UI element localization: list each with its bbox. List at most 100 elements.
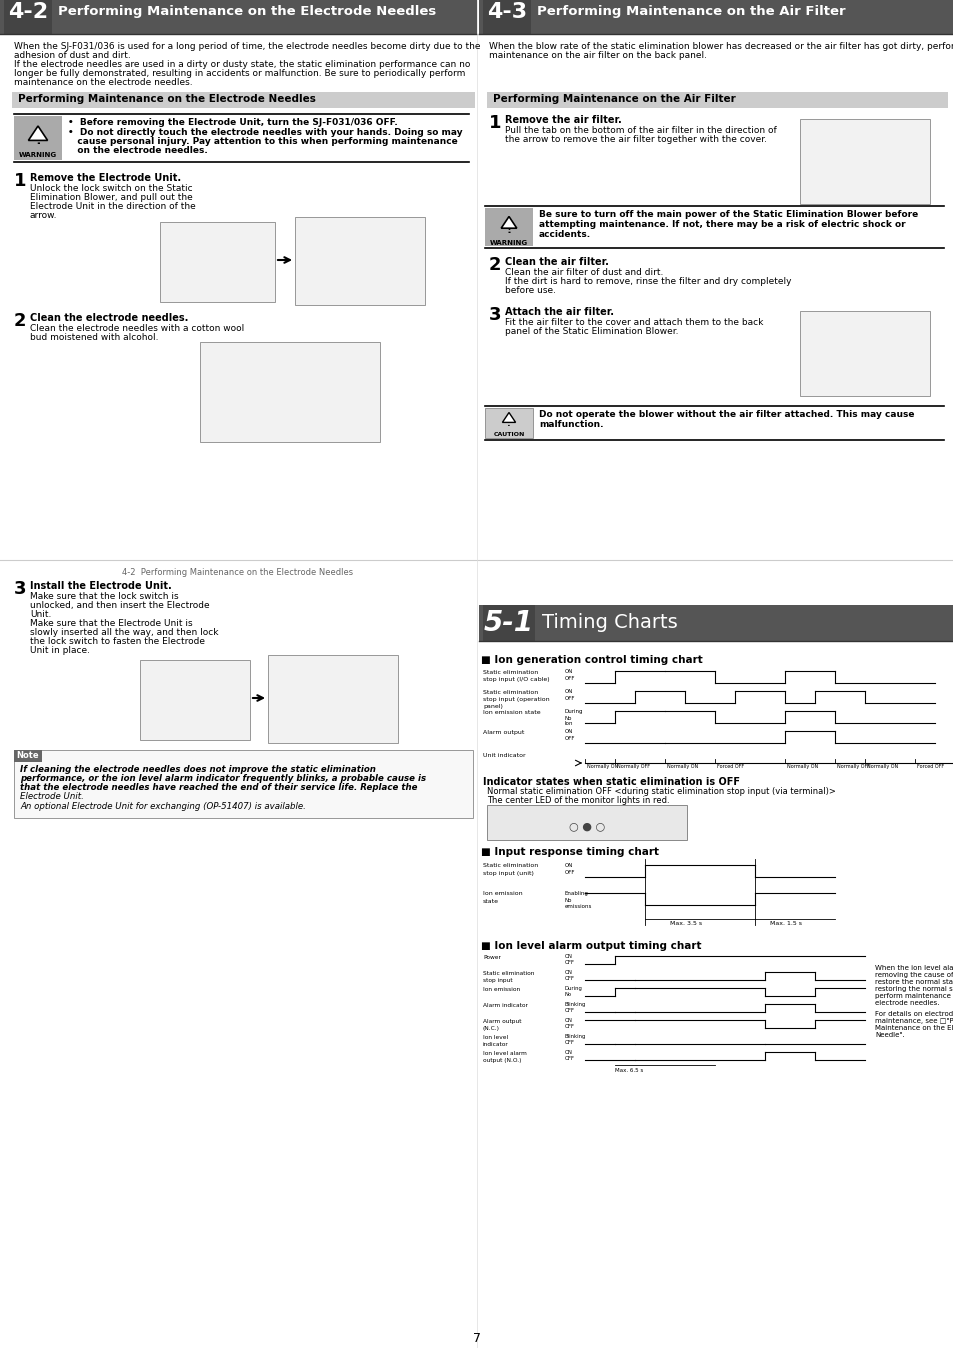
Text: Clean the electrode needles.: Clean the electrode needles. [30,313,188,324]
Polygon shape [502,412,515,422]
Text: OFF: OFF [564,675,575,681]
Text: stop input (unit): stop input (unit) [482,871,534,876]
Text: Performing Maintenance on the Air Filter: Performing Maintenance on the Air Filter [493,94,735,104]
Text: Alarm output: Alarm output [482,1019,521,1024]
Text: Max. 3.5 s: Max. 3.5 s [669,921,701,926]
Text: Clean the electrode needles with a cotton wool: Clean the electrode needles with a cotto… [30,324,244,333]
Bar [484,208,533,245]
Text: Indicator states when static elimination is OFF: Indicator states when static elimination… [482,776,740,787]
Text: Install the Electrode Unit.: Install the Electrode Unit. [30,581,172,590]
Text: arrow.: arrow. [30,212,57,220]
Text: Make sure that the Electrode Unit is: Make sure that the Electrode Unit is [30,619,193,628]
Text: Ion emission: Ion emission [482,891,522,896]
Text: indicator: indicator [482,1042,508,1047]
Text: 4-2: 4-2 [8,1,48,22]
Text: (N.C.): (N.C.) [482,1026,499,1031]
Text: OFF: OFF [564,696,575,701]
Text: Do not operate the blower without the air filter attached. This may cause: Do not operate the blower without the ai… [538,410,914,419]
Text: !: ! [35,133,41,147]
Text: An optional Electrode Unit for exchanging (OP-51407) is available.: An optional Electrode Unit for exchangin… [20,802,306,811]
Text: panel): panel) [482,704,502,709]
Bar [200,342,379,442]
Text: Normally ON: Normally ON [586,764,618,768]
Text: Performing Maintenance on the Electrode Needles: Performing Maintenance on the Electrode … [58,5,436,18]
Text: OFF: OFF [564,869,575,875]
Bar [14,749,42,762]
Text: maintenance on the electrode needles.: maintenance on the electrode needles. [14,78,193,88]
Text: ON: ON [564,863,573,868]
Text: Static elimination: Static elimination [482,971,534,976]
Text: OFF: OFF [564,1055,575,1061]
Text: 7: 7 [473,1332,480,1345]
Text: electrode needles.: electrode needles. [874,1000,939,1006]
Text: Ion level alarm: Ion level alarm [482,1051,526,1055]
Text: No: No [564,992,572,998]
Text: 3: 3 [489,306,501,324]
Bar [14,749,473,818]
Text: Be sure to turn off the main power of the Static Elimination Blower before: Be sure to turn off the main power of th… [538,210,918,218]
Text: maintenance on the air filter on the back panel.: maintenance on the air filter on the bac… [489,51,706,61]
Bar [800,311,929,396]
Text: OFF: OFF [564,1008,575,1012]
Text: WARNING: WARNING [19,152,57,158]
Text: Pull the tab on the bottom of the air filter in the direction of: Pull the tab on the bottom of the air fi… [504,125,776,135]
Text: 2: 2 [14,311,27,330]
Text: Unlock the lock switch on the Static: Unlock the lock switch on the Static [30,183,193,193]
Text: Attach the air filter.: Attach the air filter. [504,307,614,317]
Text: Static elimination: Static elimination [482,670,537,675]
Text: When the ion level alarm is output,: When the ion level alarm is output, [874,965,953,971]
Text: Note: Note [16,751,39,760]
Text: ON: ON [564,689,573,694]
Bar [486,92,947,108]
Text: 3: 3 [14,580,27,599]
Text: Alarm output: Alarm output [482,731,524,735]
Text: ON: ON [564,729,573,735]
Bar [268,655,397,743]
Bar [478,605,953,642]
Text: Ion emission state: Ion emission state [482,710,540,714]
Bar [12,92,475,108]
Bar [484,408,533,438]
Text: Unit.: Unit. [30,611,51,619]
Bar [486,805,686,840]
Text: accidents.: accidents. [538,231,591,239]
Text: performance, or the ion level alarm indicator frequently blinks, a probable caus: performance, or the ion level alarm indi… [20,774,426,783]
Text: Ion: Ion [564,721,573,727]
Text: For details on electrode needle: For details on electrode needle [874,1011,953,1016]
Text: 2: 2 [489,256,501,274]
Text: ■ Input response timing chart: ■ Input response timing chart [480,847,659,857]
Text: Ion level: Ion level [482,1035,508,1041]
Text: Clean the air filter of dust and dirt.: Clean the air filter of dust and dirt. [504,268,662,276]
Text: before use.: before use. [504,286,556,295]
Text: Max. 1.5 s: Max. 1.5 s [769,921,801,926]
Text: attempting maintenance. If not, there may be a risk of electric shock or: attempting maintenance. If not, there ma… [538,220,904,229]
Text: Normally OFF: Normally OFF [836,764,869,768]
Text: state: state [482,899,498,905]
Text: Remove the air filter.: Remove the air filter. [504,115,621,125]
Text: !: ! [506,225,511,235]
Text: Maintenance on the Electrode: Maintenance on the Electrode [874,1024,953,1031]
Text: Fit the air filter to the cover and attach them to the back: Fit the air filter to the cover and atta… [504,318,762,328]
Text: Electrode Unit.: Electrode Unit. [20,793,84,801]
Text: 4-2  Performing Maintenance on the Electrode Needles: 4-2 Performing Maintenance on the Electr… [122,568,354,577]
Text: Max. 6.5 s: Max. 6.5 s [615,1068,642,1073]
Bar [0,0,476,34]
Text: During: During [564,985,582,991]
Text: stop input (operation: stop input (operation [482,697,549,702]
Text: ON: ON [564,1050,572,1055]
Text: Elimination Blower, and pull out the: Elimination Blower, and pull out the [30,193,193,202]
Text: Needle".: Needle". [874,1033,903,1038]
Text: adhesion of dust and dirt.: adhesion of dust and dirt. [14,51,131,61]
Text: output (N.O.): output (N.O.) [482,1058,521,1064]
Text: Forced OFF: Forced OFF [717,764,743,768]
Bar [800,119,929,204]
Text: If the electrode needles are used in a dirty or dusty state, the static eliminat: If the electrode needles are used in a d… [14,61,470,69]
Text: Forced OFF: Forced OFF [916,764,943,768]
Text: 1: 1 [14,173,27,190]
Text: Electrode Unit in the direction of the: Electrode Unit in the direction of the [30,202,195,212]
Text: ON: ON [564,971,572,975]
Text: 4-3: 4-3 [486,1,526,22]
Text: Normally OFF: Normally OFF [617,764,649,768]
Text: the arrow to remove the air filter together with the cover.: the arrow to remove the air filter toget… [504,135,766,144]
Bar [140,661,250,740]
